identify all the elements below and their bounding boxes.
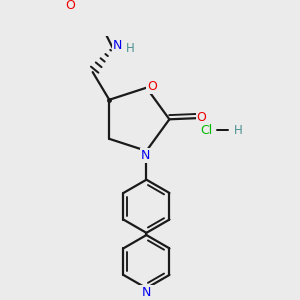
Text: Cl: Cl (200, 124, 212, 137)
Text: O: O (66, 0, 76, 12)
Text: O: O (196, 111, 206, 124)
Text: H: H (126, 42, 135, 55)
Text: N: N (142, 286, 151, 299)
Text: N: N (112, 39, 122, 52)
Text: N: N (141, 149, 150, 162)
Text: H: H (234, 124, 242, 137)
Text: O: O (147, 80, 157, 93)
